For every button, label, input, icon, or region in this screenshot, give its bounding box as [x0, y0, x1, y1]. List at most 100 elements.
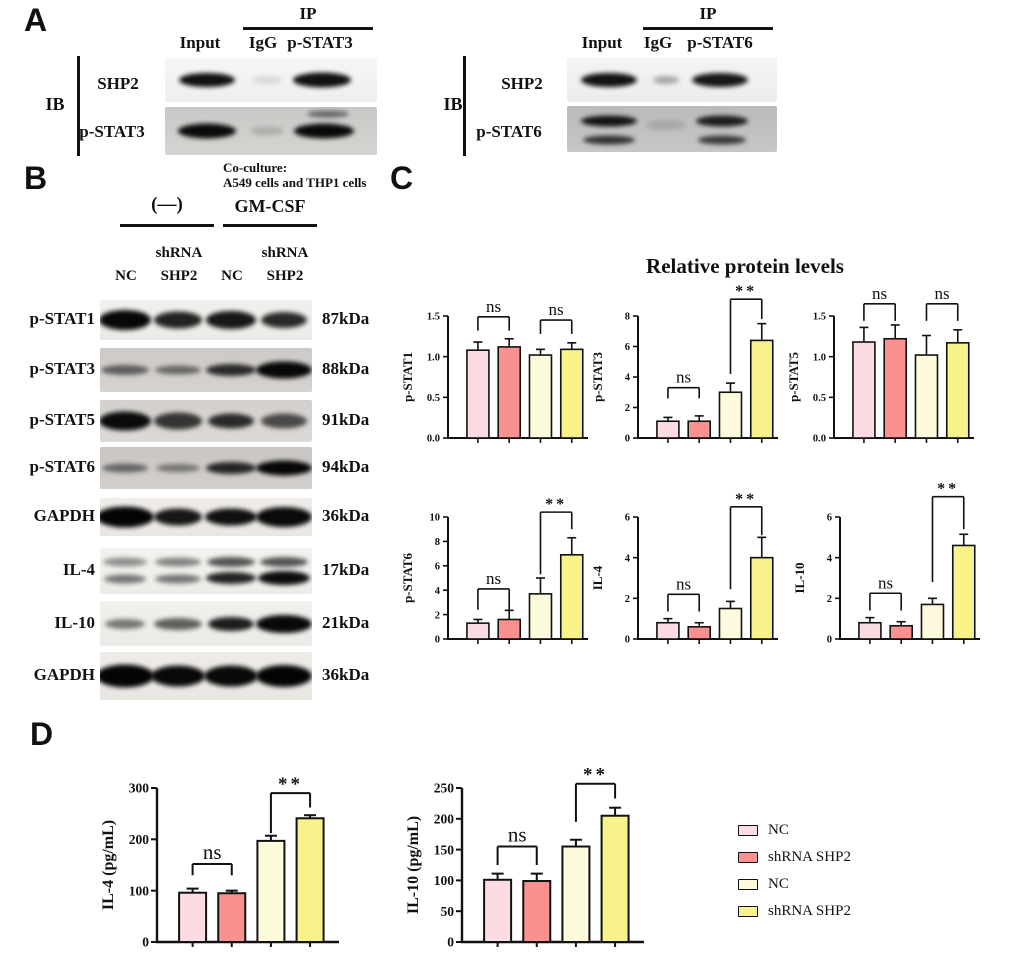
y-tick-label: 0.5 — [427, 393, 440, 404]
bar-chart-svg: 0 2 4 6 IL-4 ns ** — [590, 491, 778, 646]
blot-strip — [100, 400, 312, 442]
y-tick-label: 50 — [441, 904, 455, 919]
y-tick-label: 0 — [625, 434, 630, 445]
lane-header-shrna-shp2: shRNA SHP2 — [261, 245, 309, 284]
blot-band — [256, 361, 312, 379]
y-tick-label: 1.0 — [813, 352, 826, 363]
blot-band — [698, 135, 747, 145]
blot-band — [105, 618, 146, 629]
y-tick-label: 6 — [435, 561, 440, 572]
molecular-weight-label: 94kDa — [322, 457, 370, 476]
panel-d-label: D — [30, 716, 54, 752]
blot-band — [155, 557, 202, 567]
blot-row-label-shp2: SHP2 — [97, 74, 139, 93]
bar — [497, 346, 521, 439]
blot-band — [249, 126, 284, 136]
blot-row-label-shp2: SHP2 — [501, 74, 543, 93]
legend-swatch — [738, 879, 758, 890]
legend-item: NC — [738, 876, 851, 893]
y-tick-label: 300 — [129, 781, 150, 796]
y-tick-label: 2 — [625, 594, 630, 605]
western-blot-panel: Co-culture: A549 cells and THP1 cells (—… — [0, 160, 420, 720]
y-tick-label: 0 — [447, 935, 454, 950]
bar — [561, 845, 591, 943]
bar — [951, 544, 976, 640]
bar-chart-svg: 0 100 200 300 IL-4 (pg/mL) ns ** — [100, 774, 339, 950]
sig-label-ns: ns — [878, 573, 893, 592]
y-tick-label: 250 — [434, 781, 455, 796]
blot-band — [206, 311, 257, 329]
molecular-weight-label: 87kDa — [322, 309, 370, 328]
bar — [749, 556, 774, 640]
bar — [945, 342, 970, 439]
bar — [687, 626, 711, 640]
coip-blot-p-stat6: IP Input IgG p-STAT6 IB SHP2 p-STAT6 — [440, 4, 790, 162]
group-underline — [120, 224, 214, 227]
sig-label-stars: ** — [545, 496, 567, 513]
y-tick-label: 0.0 — [427, 434, 440, 445]
blot-band — [155, 574, 202, 584]
bar — [656, 621, 680, 640]
ib-label: IB — [45, 94, 65, 114]
bar — [559, 554, 584, 640]
molecular-weight-label: 91kDa — [322, 410, 370, 429]
molecular-weight-label: 36kDa — [322, 506, 370, 525]
bar-chart-svg: 0 50 100 150 200 250 IL-10 (pg/mL) ns ** — [405, 765, 644, 950]
blot-band — [256, 614, 312, 633]
panel-c-label: C — [390, 160, 414, 196]
sig-label-ns: ns — [486, 569, 501, 588]
blot-band — [179, 73, 236, 87]
bar — [914, 354, 939, 439]
blot-band — [206, 571, 257, 584]
bar — [295, 817, 325, 943]
chart-p-stat1: 0.0 0.5 1.0 1.5 p-STAT1 ns ns — [400, 280, 590, 456]
blot-band — [261, 312, 308, 328]
chart-il-10: 0 2 4 6 IL-10 ns ** — [792, 481, 982, 657]
blot-band — [102, 463, 149, 473]
col-header-p-stat3: p-STAT3 — [287, 33, 353, 52]
blot-strip — [100, 498, 312, 536]
ip-overline — [643, 27, 773, 30]
ib-bracket-line — [463, 56, 466, 156]
y-tick-label: 4 — [625, 373, 631, 384]
bar — [528, 354, 553, 439]
bar — [889, 624, 913, 640]
bar — [497, 618, 521, 640]
y-tick-label: 100 — [129, 883, 150, 898]
blot-band — [206, 462, 257, 474]
group-header-gm-csf: GM-CSF — [234, 196, 306, 216]
blot-band — [154, 617, 203, 630]
y-axis-label: IL-4 (pg/mL) — [100, 820, 117, 910]
blot-band — [207, 556, 256, 567]
blot-band — [307, 110, 350, 118]
y-tick-label: 0 — [435, 635, 440, 646]
blot-row-label: p-STAT3 — [29, 359, 95, 378]
blot-band — [294, 123, 354, 139]
sig-label-stars: ** — [937, 481, 959, 498]
legend-item: shRNA SHP2 — [738, 903, 851, 920]
chart-il-4: 0 2 4 6 IL-4 ns ** — [590, 481, 780, 657]
blot-strip-shp2 — [567, 58, 777, 102]
sig-label-ns: ns — [508, 823, 527, 847]
chart-il-10-elisa: 0 50 100 150 200 250 IL-10 (pg/mL) ns ** — [400, 758, 650, 956]
legend-swatch — [738, 852, 758, 863]
bar-chart-svg: 0 2 4 6 8 10 p-STAT6 ns ** — [400, 496, 588, 646]
y-tick-label: 6 — [625, 342, 630, 353]
y-tick-label: 1.0 — [427, 352, 440, 363]
blot-band — [251, 76, 282, 84]
y-axis-label: IL-4 — [590, 565, 605, 590]
bar-chart-svg: 0 2 4 6 8 p-STAT3 ns ** — [590, 283, 778, 445]
y-tick-label: 0 — [827, 635, 832, 646]
col-header-igg: IgG — [643, 33, 673, 52]
bar — [466, 622, 490, 640]
blot-row-label: IL-10 — [54, 612, 95, 632]
y-tick-label: 6 — [625, 513, 630, 524]
sig-label-ns: ns — [549, 300, 564, 319]
bar — [256, 839, 286, 943]
bar — [483, 878, 513, 943]
bar-chart-svg: 0 2 4 6 IL-10 ns ** — [792, 481, 980, 646]
lane-header-nc: NC — [221, 268, 243, 284]
legend-label: NC — [768, 876, 789, 892]
blot-band — [206, 364, 257, 376]
y-tick-label: 4 — [435, 586, 441, 597]
